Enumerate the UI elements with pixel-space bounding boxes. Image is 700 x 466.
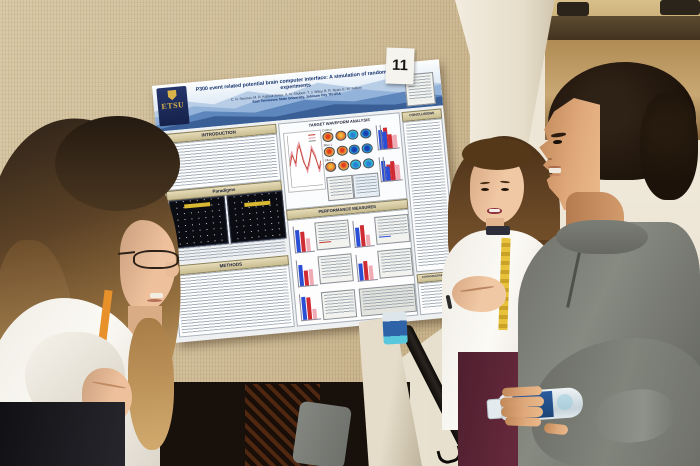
poster-number: 11 [391,56,409,75]
etsu-shield-icon [167,90,177,101]
topo-map [335,145,348,156]
task-caption-box [320,289,358,321]
flash-row-highlight [184,202,211,209]
presenter-left-teeth [150,293,163,298]
figure2-caption-box [326,174,355,202]
amplitude-bar-chart [382,155,403,182]
poster-header: ETSU P300 event related potential brain … [152,59,444,132]
presenter-middle-fringe [462,138,532,170]
speller-matrix-right [226,190,287,244]
topo-map [348,144,361,155]
presenter-middle-eye [501,188,509,191]
performance-bar-chart [295,258,319,288]
topo-map [349,159,362,170]
mountain-artwork [154,77,444,132]
man-teeth [549,168,561,173]
presenter-middle-hands [452,276,506,312]
man-nostril [548,158,552,160]
speller-matrix-left [168,195,229,249]
man-lip-line [549,174,561,176]
presenter-left-lips [147,299,162,302]
topo-map [359,128,372,139]
task-caption-box [374,213,411,245]
topo-map [322,131,334,142]
task-caption-box [314,219,351,251]
performance-panel [286,208,419,327]
topo-map [346,129,359,140]
man-finger [499,396,545,408]
topo-map [362,157,374,169]
research-poster: ETSU P300 event related potential brain … [152,59,463,343]
presenter-middle-teeth [489,209,500,212]
performance-bar-chart [355,253,378,282]
poster-number-card: 11 [385,47,415,85]
topo-map [324,161,337,172]
chair-back [291,400,353,466]
amplitude-bar-chart [379,123,400,151]
task-caption-box [377,247,414,279]
presenter-left-hair-top [55,116,180,211]
ceiling-vent-icon [557,2,589,16]
man-fleece-collar [556,220,648,254]
man-finger [501,407,543,417]
presenter-left-glasses [133,250,179,269]
performance-bar-chart [352,219,375,248]
topo-map [360,142,373,154]
erp-waveform-chart [282,129,327,193]
man-hair [640,92,698,200]
performance-bar-chart [292,224,315,254]
topo-map [337,160,350,171]
etsu-logo-text: ETSU [161,100,185,112]
presenter-middle-collar [486,226,510,235]
waveform-analysis-panel: TARGET WAVEFORM ANALYSIS Control Jitter … [278,112,408,211]
task-caption-box [317,253,354,285]
presenter-left-hair-shoulder [128,318,174,450]
flash-row-highlight [244,200,271,207]
performance-bar-chart [298,292,322,322]
water-bottle-on-ledge [382,311,408,345]
methods-text-panel [173,265,295,338]
man-finger [504,416,542,427]
ceiling-vent-icon [660,0,700,15]
topo-map [323,146,336,157]
presenter-middle-eye [481,188,489,191]
ceiling-beam [545,16,700,42]
man-lip-line [548,166,561,168]
etsu-logo: ETSU [156,85,190,127]
figure3-caption-box [352,172,381,199]
topo-map [334,130,347,141]
presenter-left-skirt [0,402,125,466]
